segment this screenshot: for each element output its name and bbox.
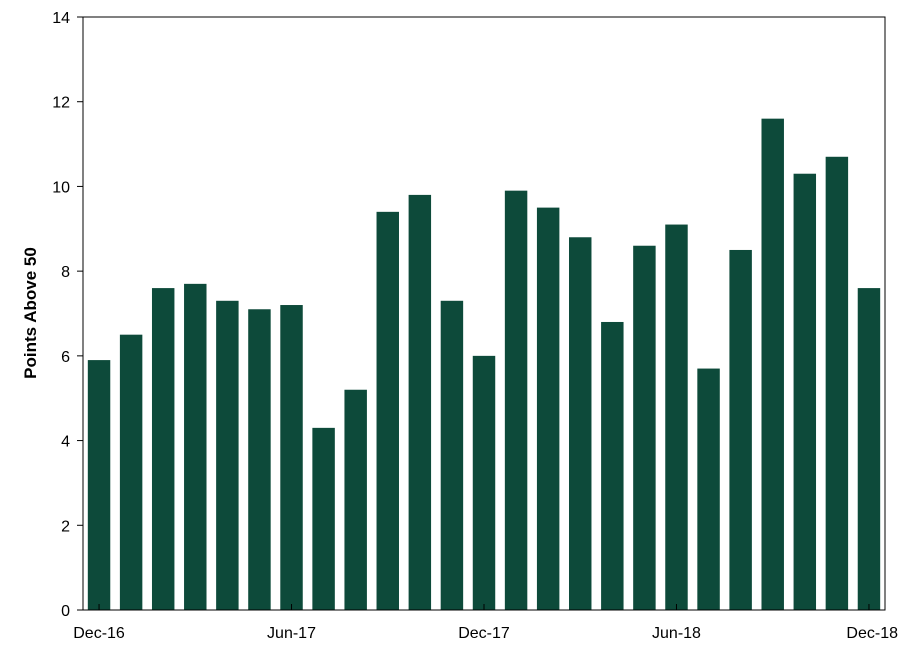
bar-Jul-18 [697,368,720,610]
bar-Mar-17 [184,283,207,610]
bar-Mar-18 [569,237,592,610]
bar-Dec-17 [472,355,496,610]
y-tick-label: 0 [61,603,70,620]
bar-Nov-17 [440,300,464,610]
bar-May-17 [248,309,271,610]
bar-Sep-18 [761,118,784,610]
bar-Nov-18 [825,156,849,610]
bar-Apr-17 [216,300,239,610]
bar-Sep-17 [376,211,399,610]
bar-Dec-18 [857,288,881,610]
bars [87,118,881,611]
bar-Aug-17 [344,389,367,610]
y-tick-label: 8 [61,264,70,281]
y-axis-ticks: 0 2 4 6 8 10 12 14 [52,10,83,620]
x-tick-label: Jun-17 [267,625,316,642]
y-axis-title: Points Above 50 [21,247,40,379]
bar-Oct-18 [793,173,817,610]
bar-Jun-18 [665,224,688,611]
bar-Feb-18 [536,207,560,611]
bar-Oct-17 [408,194,432,610]
y-tick-label: 4 [61,434,70,451]
bar-Jan-17 [119,334,143,610]
x-tick-label: Jun-18 [652,625,701,642]
bar-Dec-16 [87,360,111,610]
y-axis-title-group: Points Above 50 [21,247,40,379]
y-tick-label: 14 [52,10,70,27]
bar-May-18 [633,245,656,611]
bar-Aug-18 [729,249,752,610]
bar-Jan-18 [504,190,528,610]
bar-Jul-17 [312,427,335,610]
x-tick-label: Dec-17 [458,625,510,642]
x-tick-label: Dec-18 [846,625,898,642]
bar-Apr-18 [601,321,624,610]
y-tick-label: 6 [61,349,70,366]
y-tick-label: 10 [52,179,70,196]
bar-Feb-17 [151,288,175,610]
y-tick-label: 2 [61,518,70,535]
plot-frame [82,16,886,611]
y-tick-label: 12 [52,95,70,112]
x-axis-ticks: Dec-16 Jun-17 Dec-17 Jun-18 Dec-18 [73,604,898,642]
bar-Jun-17 [280,305,303,610]
x-tick-label: Dec-16 [73,625,125,642]
